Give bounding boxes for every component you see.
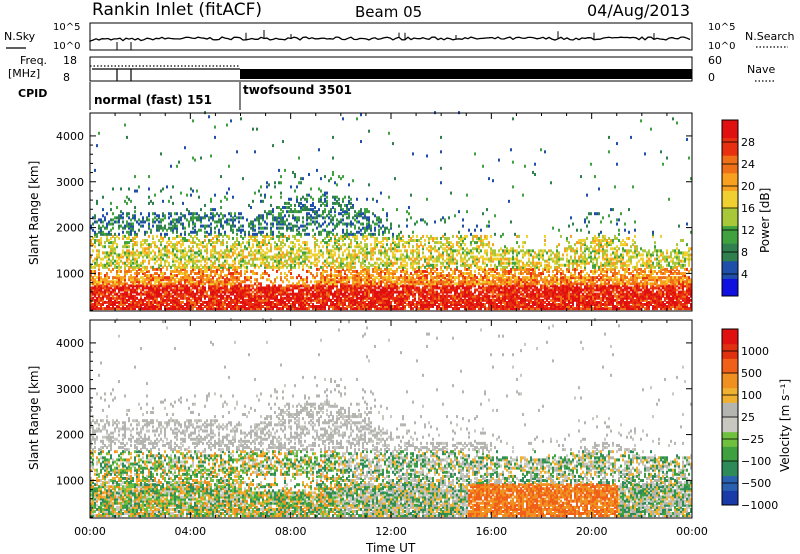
colorbar-tick-label: 20 xyxy=(741,180,755,193)
colorbar-swatch xyxy=(722,225,738,244)
colorbar-tick-label: 16 xyxy=(741,202,755,215)
y-tick-label: 2000 xyxy=(56,429,84,442)
power-y-label: Slant Range [km] xyxy=(27,161,41,265)
colorbar-tick-label: 28 xyxy=(741,136,755,149)
colorbar-swatch xyxy=(722,260,738,279)
nsky-tick-top: 10^5 xyxy=(53,22,80,33)
power-heatmap xyxy=(90,111,692,311)
y-tick-label: 4000 xyxy=(56,337,84,350)
y-tick-label: 1000 xyxy=(56,267,84,280)
nsearch-label: N.Search xyxy=(745,30,795,43)
colorbar-tick-label: −25 xyxy=(741,433,764,446)
station-title: Rankin Inlet (fitACF) xyxy=(92,0,262,20)
x-tick-label: 00:00 xyxy=(676,525,708,538)
nave-tick-bottom: 0 xyxy=(708,71,715,84)
cpid-strip: CPID normal (fast) 151 twofsound 3501 xyxy=(18,82,352,110)
power-y-ticks: 1000 2000 3000 4000 xyxy=(56,130,692,311)
y-tick-label: 3000 xyxy=(56,383,84,396)
y-tick-label: 2000 xyxy=(56,222,84,235)
colorbar-swatch xyxy=(722,358,738,374)
colorbar-tick-label: 8 xyxy=(741,246,748,259)
colorbar-swatch xyxy=(722,208,738,227)
x-tick-label: 08:00 xyxy=(275,525,307,538)
y-tick-label: 3000 xyxy=(56,176,84,189)
freq-unit: [MHz] xyxy=(8,67,40,80)
colorbar-tick-label: 12 xyxy=(741,224,755,237)
nsearch-tick-top: 10^5 xyxy=(708,22,735,33)
colorbar-swatch xyxy=(722,172,738,191)
beam-label: Beam 05 xyxy=(355,3,422,21)
colorbar-tick-label: −1000 xyxy=(741,499,778,512)
nave-tick-top: 60 xyxy=(708,54,722,67)
nsky-spikes xyxy=(116,30,655,50)
colorbar-tick-label: 24 xyxy=(741,158,755,171)
colorbar-tick-label: 4 xyxy=(741,268,748,281)
velocity-y-label: Slant Range [km] xyxy=(27,366,41,470)
y-tick-label: 1000 xyxy=(56,474,84,487)
y-tick-label: 4000 xyxy=(56,130,84,143)
colorbar-tick-label: −500 xyxy=(741,477,771,490)
nave-label: Nave xyxy=(747,63,775,76)
nsky-tick-bottom: 10^0 xyxy=(53,41,80,52)
colorbar-swatch xyxy=(722,373,738,389)
power-panel: 1000 2000 3000 4000 Slant Range [km] xyxy=(27,111,693,312)
colorbar-swatch xyxy=(722,278,738,297)
cpid-segment-1: normal (fast) 151 xyxy=(94,93,212,107)
velocity-y-ticks: 1000 2000 3000 4000 xyxy=(56,337,692,518)
velocity-heatmap xyxy=(90,318,692,518)
freq-strip: Freq. [MHz] 18 8 60 0 Nave xyxy=(8,54,776,84)
x-tick-label: 00:00 xyxy=(74,525,106,538)
date-label: 04/Aug/2013 xyxy=(587,1,690,20)
velocity-colorbar-label: Velocity [m s⁻¹] xyxy=(778,379,792,472)
x-axis-label: Time UT xyxy=(365,541,416,554)
colorbar-swatch xyxy=(722,446,738,462)
colorbar-swatch xyxy=(722,329,738,345)
power-colorbar: 4 8 12 16 20 24 28 Power [dB] xyxy=(721,119,772,297)
x-tick-label: 16:00 xyxy=(475,525,507,538)
nsky-strip: N.Sky 10^5 10^0 10^5 10^0 N.Search xyxy=(4,22,795,52)
cpid-label: CPID xyxy=(18,87,47,100)
colorbar-swatch xyxy=(722,190,738,209)
power-colorbar-label: Power [dB] xyxy=(758,188,772,253)
velocity-colorbar: 1000 500 100 25 −25 −100 −500 −1000 Velocity [m… xyxy=(721,328,792,512)
velocity-panel: 1000 2000 3000 4000 00:00 04:00 08:00 12:00 16:… xyxy=(27,318,708,554)
colorbar-tick-label: −100 xyxy=(741,455,771,468)
x-tick-label: 20:00 xyxy=(576,525,608,538)
freq-label: Freq. xyxy=(20,54,47,67)
x-tick-label: 04:00 xyxy=(174,525,206,538)
power-x-ticks xyxy=(89,113,693,311)
colorbar-swatch xyxy=(722,461,738,477)
freq-tick-top: 18 xyxy=(63,54,77,67)
colorbar-swatch xyxy=(722,417,738,433)
colorbar-tick-label: 500 xyxy=(741,367,762,380)
colorbar-swatch xyxy=(722,137,738,156)
colorbar-swatch xyxy=(722,120,738,139)
cpid-segment-2: twofsound 3501 xyxy=(243,83,352,97)
colorbar-swatch xyxy=(722,402,738,418)
colorbar-tick-label: 1000 xyxy=(741,345,769,358)
colorbar-swatch xyxy=(722,490,738,506)
nsearch-tick-bottom: 10^0 xyxy=(708,41,735,52)
colorbar-tick-label: 25 xyxy=(741,411,755,424)
velocity-x-ticks: 00:00 04:00 08:00 12:00 16:00 20:00 00:00 xyxy=(74,320,708,538)
colorbar-tick-label: 100 xyxy=(741,389,762,402)
nsky-trace xyxy=(89,36,691,42)
x-tick-label: 12:00 xyxy=(375,525,407,538)
nsky-label: N.Sky xyxy=(4,30,36,43)
freq-tick-bottom: 8 xyxy=(63,71,70,84)
